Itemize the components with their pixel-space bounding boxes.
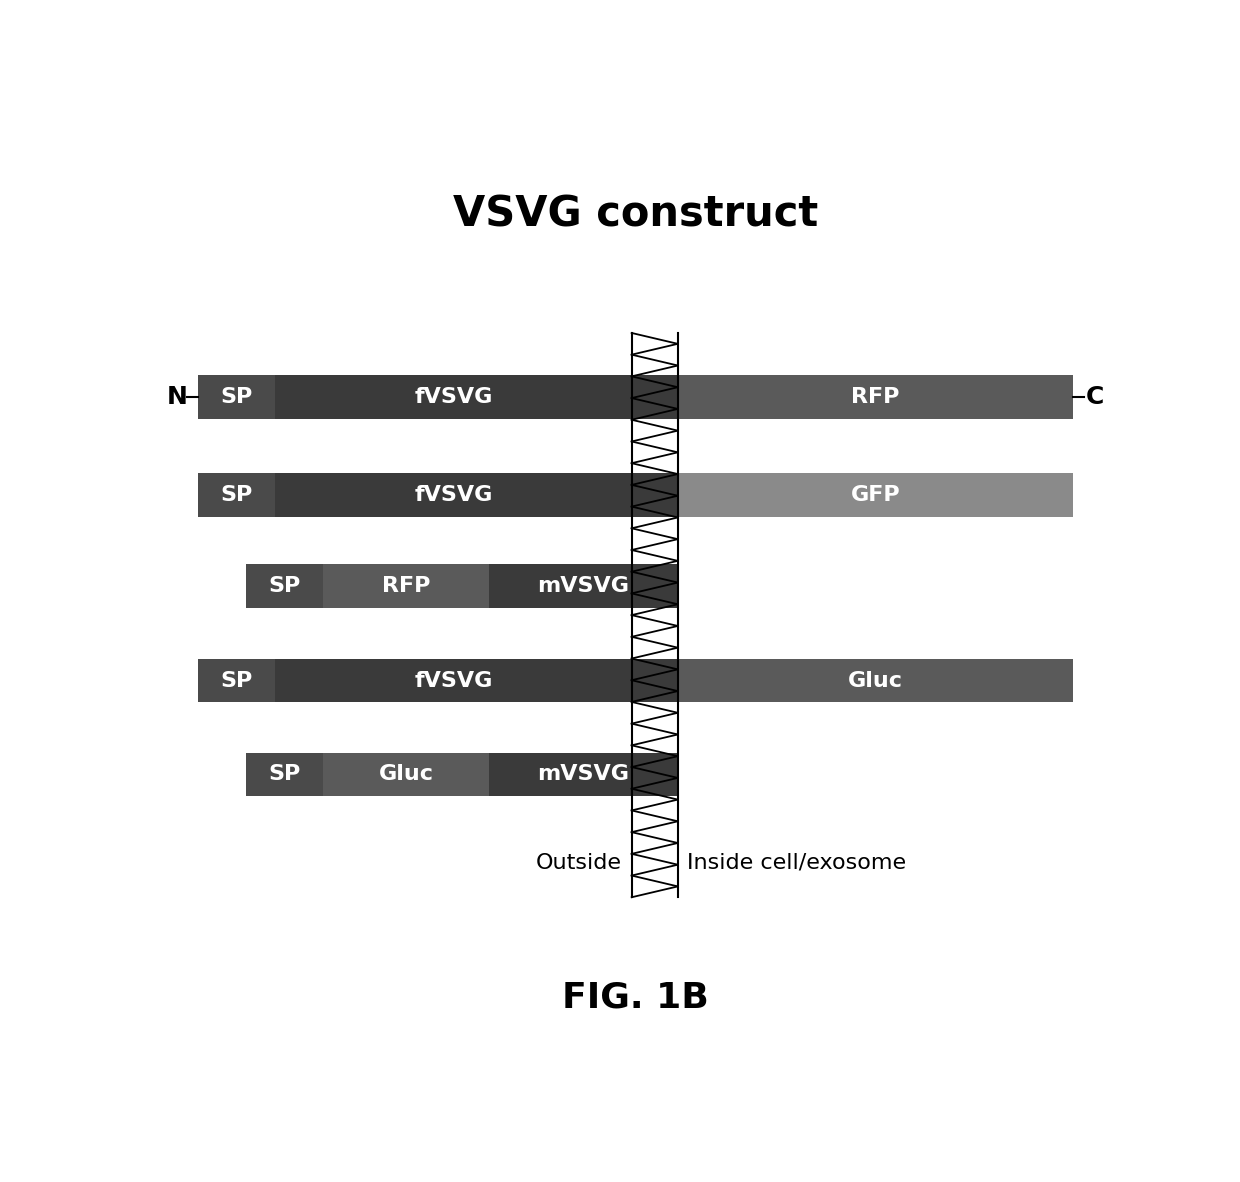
Text: fVSVG: fVSVG [414,670,492,690]
Bar [198,473,275,517]
Text: fVSVG: fVSVG [414,485,492,505]
Text: VSVG construct: VSVG construct [453,194,818,235]
Bar [490,564,678,608]
Bar [631,375,678,418]
Bar [275,658,631,702]
Text: SP: SP [269,576,301,596]
Bar [275,375,631,418]
Bar [631,473,678,517]
Text: N: N [166,384,187,409]
Bar [198,658,275,702]
Text: Inside cell/exosome: Inside cell/exosome [687,852,906,872]
Text: SP: SP [269,765,301,785]
Bar [678,658,1073,702]
Bar [490,753,678,797]
Bar [324,564,490,608]
Text: Outside: Outside [536,852,622,872]
Bar [247,564,324,608]
Bar [678,473,1073,517]
Text: Gluc: Gluc [378,765,434,785]
Text: Gluc: Gluc [848,670,903,690]
Text: RFP: RFP [382,576,430,596]
Bar [631,333,678,897]
Bar [247,753,324,797]
Text: mVSVG: mVSVG [538,576,630,596]
Bar [631,658,678,702]
Text: FIG. 1B: FIG. 1B [562,980,709,1014]
Text: C: C [1086,384,1105,409]
Bar [275,473,631,517]
Text: SP: SP [221,387,253,407]
Bar [678,375,1073,418]
Text: RFP: RFP [851,387,899,407]
Text: SP: SP [221,670,253,690]
Bar [324,753,490,797]
Text: fVSVG: fVSVG [414,387,492,407]
Text: SP: SP [221,485,253,505]
Text: GFP: GFP [851,485,900,505]
Text: mVSVG: mVSVG [538,765,630,785]
Bar [198,375,275,418]
